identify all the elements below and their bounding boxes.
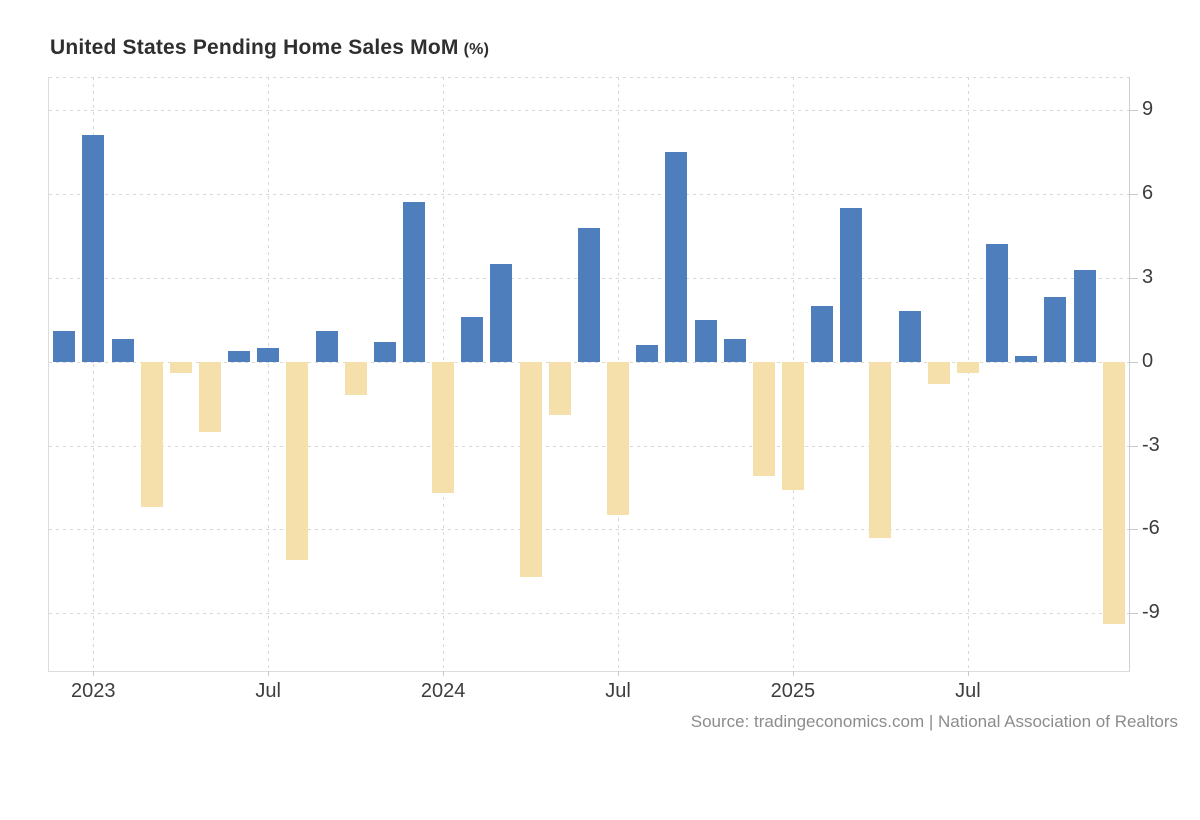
x-axis-label-2024: 2024: [420, 680, 466, 702]
y-tick--9: [1129, 613, 1138, 615]
bar-2023-02[interactable]: [111, 339, 134, 362]
bar-2023-10[interactable]: [344, 361, 367, 396]
bar-2024-01[interactable]: [432, 361, 455, 493]
y-axis-label-6: 6: [1142, 182, 1154, 205]
bar-2025-08[interactable]: [986, 244, 1008, 362]
bar-2023-11[interactable]: [373, 342, 396, 362]
bar-2023-01[interactable]: [82, 135, 105, 362]
x-axis-label-Jul: Jul: [605, 680, 631, 702]
y-tick--6: [1129, 529, 1138, 531]
bar-2024-05[interactable]: [548, 361, 571, 415]
x-tick-2024-07: [618, 671, 619, 676]
bar-2024-07[interactable]: [607, 361, 629, 516]
y-axis-label--6: -6: [1142, 517, 1160, 540]
bar-2023-04[interactable]: [169, 361, 192, 373]
x-tick-2023-07: [268, 671, 270, 676]
bar-2025-03[interactable]: [840, 208, 863, 362]
x-tick-2025-07: [967, 671, 969, 676]
bar-2024-03[interactable]: [490, 263, 513, 362]
x-axis-label-2023: 2023: [71, 680, 116, 702]
x-axis-label-Jul: Jul: [955, 680, 981, 702]
bar-2024-04[interactable]: [519, 361, 542, 577]
bar-2023-08[interactable]: [286, 361, 309, 561]
x-axis-label-Jul: Jul: [255, 680, 281, 702]
plot-top-border: [49, 77, 1129, 78]
bar-2025-02[interactable]: [811, 305, 834, 362]
x-tick-2025-01: [792, 671, 794, 676]
x-gridline-2023-07: [268, 77, 270, 671]
bar-2024-02[interactable]: [461, 317, 484, 362]
x-tick-2024-01: [443, 671, 445, 676]
y-gridline-9: [49, 110, 1129, 112]
chart-title-unit: (%): [463, 41, 490, 58]
y-tick-6: [1129, 194, 1138, 196]
y-gridline-0: [49, 361, 1129, 363]
x-axis-label-2025: 2025: [770, 680, 816, 702]
x-gridline-2023-01: [93, 77, 95, 671]
bar-2023-03[interactable]: [140, 361, 163, 507]
bar-2025-06[interactable]: [927, 361, 950, 385]
y-gridline--3: [49, 445, 1129, 447]
x-tick-2023-01: [93, 671, 95, 676]
bar-2025-05[interactable]: [898, 311, 921, 362]
bar-2025-04[interactable]: [869, 361, 892, 538]
chart-title-text: United States Pending Home Sales MoM: [50, 36, 459, 59]
bar-2024-06[interactable]: [577, 227, 600, 362]
chart-title: United States Pending Home Sales MoM (%): [50, 36, 489, 60]
plot-area: 9 6 3 0 -3 -6 -9 2023 Jul 2024 Jul 2025 Jul: [48, 77, 1160, 702]
bar-2025-10[interactable]: [1044, 297, 1067, 362]
source-attribution: Source: tradingeconomics.com | National …: [690, 712, 1178, 731]
bar-2024-09[interactable]: [665, 152, 688, 362]
y-axis-label-9: 9: [1142, 98, 1154, 121]
bar-2025-01[interactable]: [781, 361, 804, 491]
bar-2023-12[interactable]: [403, 202, 425, 362]
bar-2023-05[interactable]: [198, 361, 221, 432]
y-tick-3: [1129, 277, 1138, 279]
x-gridline-2025-07: [967, 77, 969, 671]
bar-2023-06[interactable]: [228, 350, 251, 362]
bar-2025-07[interactable]: [956, 361, 979, 373]
bar-2023-09[interactable]: [315, 331, 338, 362]
bar-2025-11[interactable]: [1073, 269, 1096, 362]
bar-2025-09[interactable]: [1015, 356, 1038, 362]
y-axis-label-3: 3: [1142, 265, 1154, 288]
bar-2024-12[interactable]: [752, 361, 775, 477]
y-gridline--6: [49, 529, 1129, 531]
y-gridline--9: [49, 613, 1129, 615]
y-tick-9: [1129, 110, 1138, 112]
bar-2024-11[interactable]: [723, 339, 746, 362]
bar-2022-12[interactable]: [53, 331, 76, 362]
y-gridline-6: [49, 194, 1129, 196]
y-axis-label--9: -9: [1142, 601, 1160, 624]
y-axis-label-0: 0: [1142, 349, 1154, 372]
y-tick-0: [1129, 361, 1138, 363]
y-tick--3: [1129, 445, 1138, 447]
bar-2024-10[interactable]: [694, 319, 717, 362]
bar-2025-12[interactable]: [1102, 361, 1125, 625]
bar-2023-07[interactable]: [257, 347, 280, 362]
y-axis-label--3: -3: [1142, 433, 1160, 456]
bar-2024-08[interactable]: [636, 344, 659, 362]
